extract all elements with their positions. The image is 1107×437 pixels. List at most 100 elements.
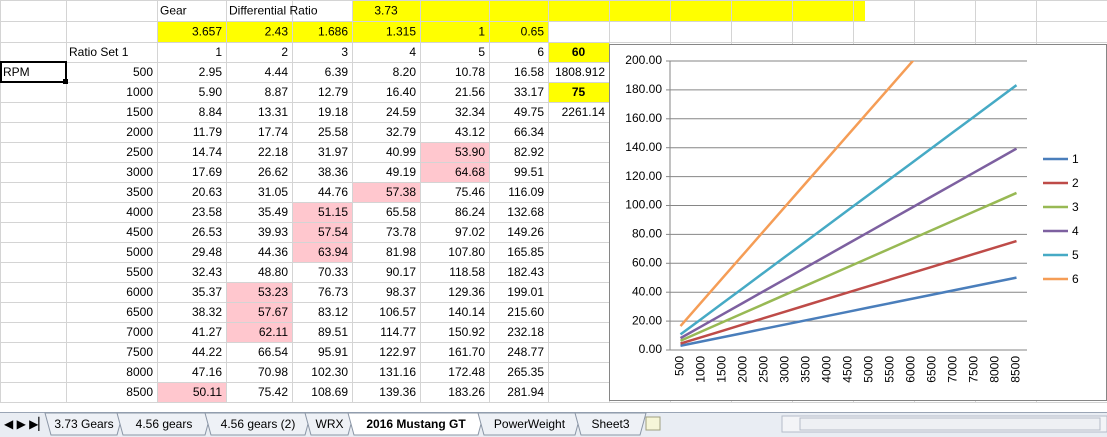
cell-text: 106.57	[379, 305, 416, 319]
sheet-tab[interactable]	[116, 412, 212, 436]
cell-text: 6.39	[325, 65, 349, 79]
sheet-tab[interactable]	[304, 412, 355, 436]
cell-text: 21.56	[455, 85, 485, 99]
cell-text: 16.58	[514, 65, 544, 79]
cell-text: 70.33	[318, 265, 348, 279]
legend-label: 4	[1072, 224, 1079, 238]
cell-text: 41.27	[192, 325, 222, 339]
cell-text: 75.42	[258, 385, 288, 399]
sheet-tab-label[interactable]: PowerWeight	[494, 417, 566, 431]
cell-text: 2	[281, 45, 288, 59]
cell-text: 1.315	[386, 25, 416, 39]
y-tick-label: 160.00	[625, 111, 662, 125]
sheet-tab[interactable]	[204, 412, 312, 436]
cell-text: 5000	[126, 245, 153, 259]
x-tick-label: 6000	[904, 356, 918, 383]
cell-text: 3.657	[192, 25, 222, 39]
cell-text: 49.19	[386, 165, 416, 179]
cell-text: 89.51	[318, 325, 348, 339]
x-tick-label: 3500	[799, 356, 813, 383]
cell-text: 60	[572, 45, 586, 59]
y-tick-label: 180.00	[625, 82, 662, 96]
cell-text: 1	[478, 25, 485, 39]
highlight-fill	[226, 282, 292, 302]
cell-text: 114.77	[380, 325, 416, 339]
cell-text: 6	[537, 45, 544, 59]
cell-text: 13.31	[258, 105, 288, 119]
sheet-tab-label[interactable]: WRX	[316, 417, 344, 431]
x-tick-label: 8000	[988, 356, 1002, 383]
cell-text: 5.90	[199, 85, 223, 99]
cell-text: 7500	[126, 345, 153, 359]
series-line	[679, 147, 1018, 340]
cell-text: 2.43	[265, 25, 289, 39]
sheet-tab-label[interactable]: 4.56 gears	[136, 417, 193, 431]
cell-text: 1000	[126, 85, 153, 99]
fill-handle	[63, 79, 68, 84]
cell-text: 38.32	[192, 305, 222, 319]
cell-text: 122.97	[379, 345, 416, 359]
cell-text: 4500	[126, 225, 153, 239]
cell-text: 265.35	[507, 365, 544, 379]
cell-text: 107.80	[448, 245, 485, 259]
legend-label: 5	[1072, 248, 1079, 262]
sheet-tab-label[interactable]: 3.73 Gears	[54, 417, 113, 431]
x-tick-label: 5000	[862, 356, 876, 383]
cell-text: 53.23	[258, 285, 288, 299]
cell-text: 48.80	[258, 265, 288, 279]
cell-text: 129.36	[448, 285, 485, 299]
scrollbar-thumb[interactable]	[799, 417, 1101, 431]
cell-text: 73.78	[386, 225, 416, 239]
x-tick-label: 3000	[778, 356, 792, 383]
sheet-tab[interactable]	[574, 412, 647, 436]
cell-text: 0.65	[521, 25, 545, 39]
sheet-tab[interactable]	[477, 412, 582, 436]
legend-label: 2	[1072, 176, 1079, 190]
cell-text: 25.58	[318, 125, 348, 139]
cell-text: 116.09	[508, 185, 544, 199]
cell-text: RPM	[3, 65, 30, 79]
cell-text: 165.85	[507, 245, 544, 259]
y-tick-label: 60.00	[632, 255, 662, 269]
sheet-tab-label[interactable]: Sheet3	[591, 417, 629, 431]
new-sheet-button[interactable]	[645, 416, 661, 431]
plot-area	[679, 61, 1018, 347]
cell-text: 86.24	[455, 205, 485, 219]
cell-text: 32.79	[386, 125, 416, 139]
sheet-tab[interactable]	[44, 412, 124, 436]
cell-text: 49.75	[514, 105, 544, 119]
series-line	[679, 84, 1018, 336]
cell-text: 12.79	[318, 85, 348, 99]
cell-text: 16.40	[386, 85, 416, 99]
sheet-tab-label[interactable]: 4.56 gears (2)	[221, 417, 296, 431]
cell-text: Differential Ratio	[229, 4, 318, 18]
x-tick-label: 6500	[925, 356, 939, 383]
cell-text: 2.95	[199, 65, 223, 79]
cell-text: 44.36	[258, 245, 288, 259]
cell-text: 2500	[126, 145, 153, 159]
cell-text: 99.51	[514, 165, 544, 179]
yellow-fill	[548, 42, 609, 62]
sheet-tab[interactable]	[347, 412, 485, 436]
cell-text: 20.63	[192, 185, 222, 199]
y-tick-label: 80.00	[632, 227, 662, 241]
series-line	[679, 61, 915, 327]
selected-cell	[0, 61, 67, 83]
cell-text: 76.73	[318, 285, 348, 299]
cell-text: 43.12	[455, 125, 485, 139]
cell-text: 183.26	[448, 385, 485, 399]
cell-text: 5	[478, 45, 485, 59]
legend-label: 3	[1072, 200, 1079, 214]
cell-text: 35.49	[258, 205, 288, 219]
sheet-tab-label[interactable]: 2016 Mustang GT	[366, 417, 466, 431]
cell-text: 50.11	[193, 385, 222, 399]
cell-text: 44.22	[192, 345, 222, 359]
tab-nav-arrows: ◀ ▶ ▶▏	[4, 416, 48, 431]
x-tick-label: 7000	[946, 356, 960, 383]
cell-text: 57.38	[386, 185, 416, 199]
cell-text: 182.43	[507, 265, 544, 279]
cell-text: 44.76	[318, 185, 348, 199]
x-tick-label: 5500	[883, 356, 897, 383]
cell-text: 57.54	[318, 225, 348, 239]
cell-text: 102.30	[311, 365, 348, 379]
